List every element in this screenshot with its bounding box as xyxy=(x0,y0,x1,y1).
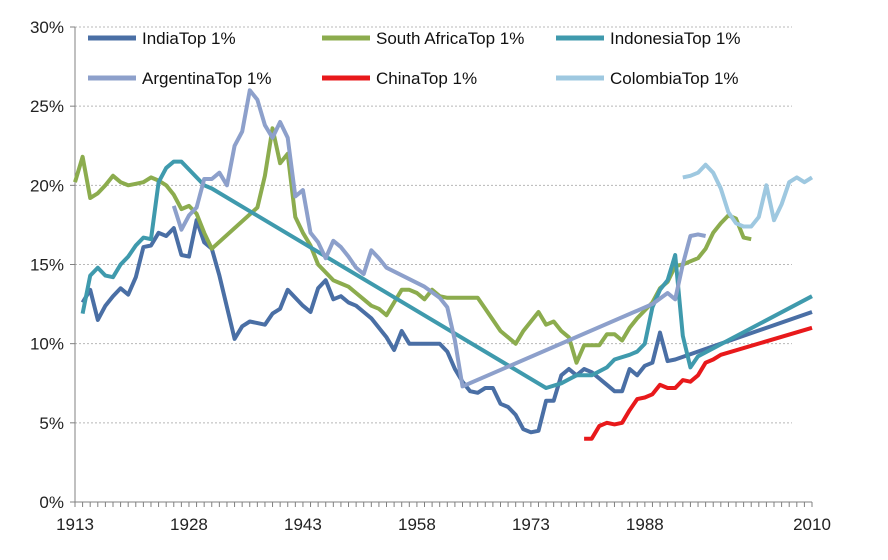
legend-item-south-africatop-1: South AfricaTop 1% xyxy=(322,29,524,48)
legend-label: IndiaTop 1% xyxy=(142,29,236,48)
x-tick-label: 1913 xyxy=(56,515,94,534)
legend: IndiaTop 1% South AfricaTop 1% IndonesiaTo… xyxy=(88,29,740,88)
legend-label: ChinaTop 1% xyxy=(376,69,477,88)
x-tick-label: 1988 xyxy=(626,515,664,534)
series-line-indonesiatop-1 xyxy=(80,159,813,390)
y-tick-label: 25% xyxy=(30,97,64,116)
y-tick-label: 30% xyxy=(30,18,64,37)
y-tick-label: 5% xyxy=(39,414,64,433)
y-tick-label: 0% xyxy=(39,493,64,512)
series-layer xyxy=(73,88,814,441)
legend-label: IndonesiaTop 1% xyxy=(610,29,740,48)
x-tick-label: 1943 xyxy=(284,515,322,534)
x-tick-label: 1928 xyxy=(170,515,208,534)
series-line-indiatop-1 xyxy=(80,218,813,435)
x-tick-label: 1973 xyxy=(512,515,550,534)
x-tick-label: 1958 xyxy=(398,515,436,534)
x-tick-label: 2010 xyxy=(793,515,831,534)
series-line-colombiatop-1 xyxy=(682,162,814,229)
series-line-chinatop-1 xyxy=(584,325,813,441)
legend-item-chinatop-1: ChinaTop 1% xyxy=(322,69,477,88)
legend-label: South AfricaTop 1% xyxy=(376,29,524,48)
axis-layer: 0% 5% 10% 15% 20% 25% 30% 1913 1928 1943 1958 1973 1… xyxy=(30,18,831,534)
y-tick-label: 10% xyxy=(30,335,64,354)
legend-item-colombiatop-1: ColombiaTop 1% xyxy=(556,69,739,88)
legend-item-argentinatop-1: ArgentinaTop 1% xyxy=(88,69,271,88)
y-tick-label: 15% xyxy=(30,256,64,275)
y-tick-label: 20% xyxy=(30,176,64,195)
legend-label: ColombiaTop 1% xyxy=(610,69,739,88)
series-line-argentinatop-1 xyxy=(171,88,707,389)
legend-label: ArgentinaTop 1% xyxy=(142,69,271,88)
legend-item-indonesiatop-1: IndonesiaTop 1% xyxy=(556,29,740,48)
legend-item-indiatop-1: IndiaTop 1% xyxy=(88,29,236,48)
